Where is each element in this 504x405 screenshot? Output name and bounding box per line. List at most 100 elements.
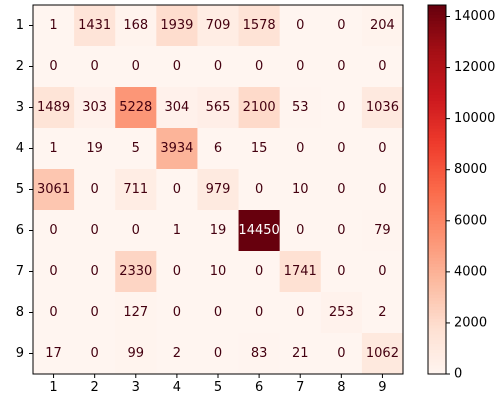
heatmap-cell: [197, 333, 240, 375]
heatmap-cell: [74, 292, 116, 334]
cell-value-label: 0: [378, 182, 386, 197]
heatmap-cell: [156, 87, 198, 129]
colorbar-gradient-step: [428, 343, 446, 347]
heatmap-cell: [33, 87, 75, 129]
colorbar-gradient-step: [428, 284, 446, 289]
cell-value-label: 0: [337, 141, 345, 156]
colorbar-gradient-step: [428, 20, 446, 25]
colorbar-gradient-step: [428, 183, 446, 188]
colorbar-gradient-step: [428, 164, 446, 169]
cell-value-label: 0: [91, 264, 99, 279]
heatmap-cell: [238, 292, 281, 334]
heatmap-cell: [361, 87, 404, 129]
colorbar-gradient-step: [428, 94, 446, 98]
colorbar-tick-label: 2000: [454, 315, 487, 330]
cell-value-label: 0: [337, 264, 345, 279]
heatmap-cell: [74, 46, 116, 88]
colorbar-gradient-step: [428, 63, 446, 68]
colorbar-gradient-step: [428, 106, 446, 111]
cell-value-label: 0: [255, 182, 263, 197]
colorbar-gradient-step: [428, 324, 446, 329]
colorbar-gradient-step: [428, 140, 446, 144]
heatmap-cell: [197, 251, 240, 293]
colorbar-gradient-step: [428, 198, 446, 203]
heatmap-cell: [33, 5, 75, 47]
heatmap-cell: [115, 210, 157, 252]
heatmap-cell: [74, 5, 116, 47]
heatmap-cell: [361, 292, 404, 334]
y-tick-label: 3: [16, 100, 24, 115]
heatmap-cell: [361, 169, 404, 211]
cell-value-label: 1431: [78, 18, 111, 33]
cell-value-label: 53: [292, 100, 309, 115]
colorbar-gradient-step: [428, 346, 446, 350]
heatmap-cells: [33, 5, 404, 375]
heatmap-cell: [156, 292, 198, 334]
colorbar-gradient-step: [428, 306, 446, 311]
colorbar-gradient-step: [428, 131, 446, 135]
colorbar-gradient-step: [428, 48, 446, 52]
cell-value-label: 0: [49, 305, 57, 320]
cell-value-label: 304: [164, 100, 189, 115]
colorbar-gradient-step: [428, 263, 446, 267]
heatmap-cell: [33, 292, 75, 334]
heatmap-cell: [197, 46, 240, 88]
cell-value-label: 10: [292, 182, 309, 197]
colorbar-gradient-step: [428, 91, 446, 95]
heatmap-cell: [156, 251, 198, 293]
colorbar-gradient-step: [428, 167, 446, 172]
colorbar-gradient-step: [428, 312, 446, 317]
heatmap-cell: [74, 210, 116, 252]
cell-value-label: 0: [132, 59, 140, 74]
heatmap-cell: [279, 333, 322, 375]
colorbar-gradient-step: [428, 38, 446, 43]
heatmap-cell: [115, 87, 157, 129]
heatmap-cell: [361, 46, 404, 88]
cell-value-label: 0: [173, 264, 181, 279]
cell-value-label: 253: [329, 305, 354, 320]
cell-value-label: 2: [378, 305, 386, 320]
colorbar-gradient-step: [428, 81, 446, 86]
cell-value-label: 1578: [243, 18, 276, 33]
heatmap-cell: [320, 46, 363, 88]
colorbar-gradient-step: [428, 66, 446, 71]
heatmap-cell: [279, 128, 322, 170]
colorbar-tick-label: 14000: [454, 9, 495, 24]
heatmap-cell: [361, 251, 404, 293]
heatmap-cell: [33, 128, 75, 170]
cell-value-label: 168: [123, 18, 148, 33]
cell-value-label: 709: [206, 18, 231, 33]
heatmap-cell: [74, 333, 116, 375]
colorbar-gradient-step: [428, 251, 446, 255]
colorbar-gradient-step: [428, 88, 446, 92]
colorbar-gradient-step: [428, 23, 446, 28]
cell-value-label: 127: [123, 305, 148, 320]
colorbar-gradient-step: [428, 29, 446, 34]
cell-value-label: 1: [173, 223, 181, 238]
cell-value-label: 1: [49, 18, 57, 33]
cell-value-label: 0: [296, 59, 304, 74]
heatmap-cell: [156, 5, 198, 47]
x-tick-label: 3: [132, 380, 140, 395]
colorbar-gradient-step: [428, 370, 446, 375]
y-tick-label: 7: [16, 264, 24, 279]
heatmap-cell: [115, 5, 157, 47]
cell-value-label: 99: [128, 346, 145, 361]
cell-value-label: 6: [214, 141, 222, 156]
heatmap-cell: [197, 169, 240, 211]
colorbar-gradient-step: [428, 78, 446, 83]
cell-value-label: 2: [173, 346, 181, 361]
x-tick-label: 7: [296, 380, 304, 395]
heatmap-cell: [74, 169, 116, 211]
heatmap-cell: [361, 333, 404, 375]
colorbar-gradient-step: [428, 161, 446, 166]
heatmap-cell: [320, 333, 363, 375]
heatmap-cell: [320, 251, 363, 293]
colorbar-gradient-step: [428, 174, 446, 178]
colorbar-gradient-step: [428, 192, 446, 197]
cell-value-label: 0: [91, 305, 99, 320]
cell-value-label: 0: [173, 305, 181, 320]
colorbar-gradient-step: [428, 54, 446, 58]
cell-value-label: 0: [91, 346, 99, 361]
